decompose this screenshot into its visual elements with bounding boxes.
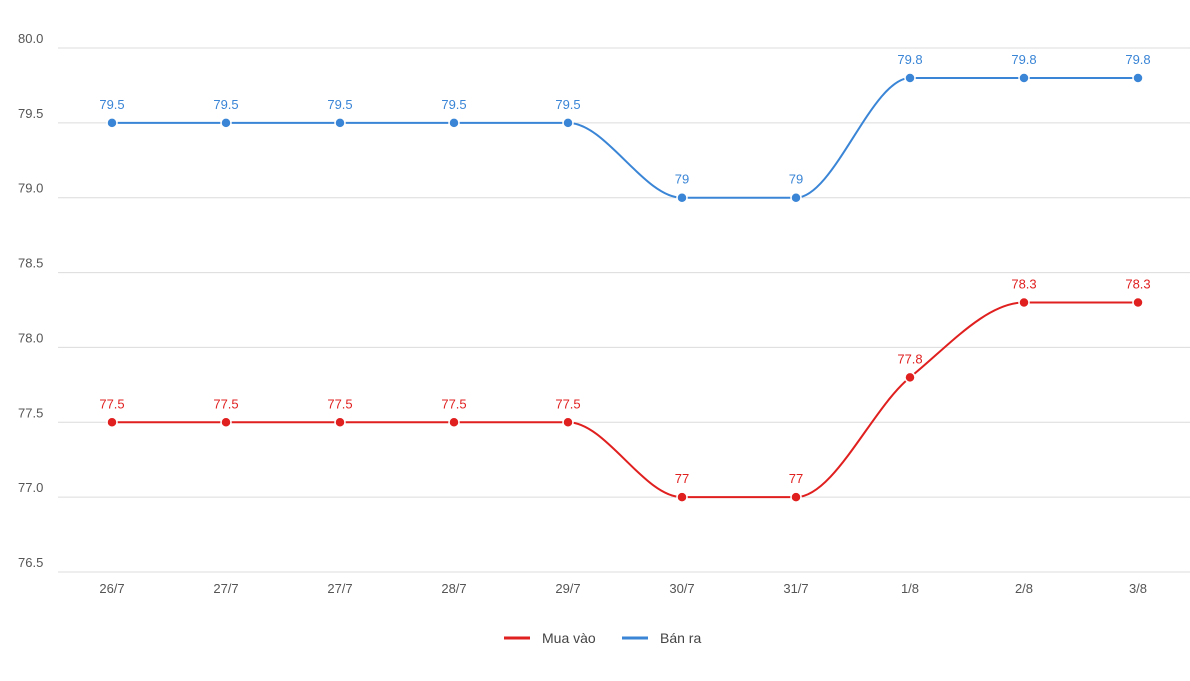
x-tick-label: 3/8 <box>1129 581 1147 596</box>
x-tick-label: 29/7 <box>555 581 580 596</box>
series-mua-vao: 77.5 77.5 77.5 77.5 77.5 77 77 77.8 78.3 78.3 <box>99 277 1151 503</box>
x-tick-label: 28/7 <box>441 581 466 596</box>
y-tick-label: 79.0 <box>18 181 43 196</box>
x-tick-label: 30/7 <box>669 581 694 596</box>
x-tick-label: 27/7 <box>327 581 352 596</box>
legend-item-ban-ra: Bán ra <box>622 630 701 646</box>
data-label-ban-ra: 79.8 <box>1125 52 1150 67</box>
data-label-ban-ra: 79.5 <box>441 97 466 112</box>
x-tick-label: 27/7 <box>213 581 238 596</box>
data-label-mua-vao: 78.3 <box>1011 277 1036 292</box>
data-label-mua-vao: 77 <box>789 471 803 486</box>
data-point-mua-vao <box>790 491 802 503</box>
legend-item-mua-vao: Mua vào <box>504 630 596 646</box>
data-point-mua-vao <box>448 416 460 429</box>
data-label-mua-vao: 77.5 <box>327 396 352 411</box>
x-tick-label: 26/7 <box>99 581 124 596</box>
y-tick-label: 78.5 <box>18 256 43 271</box>
y-tick-label: 78.0 <box>18 330 43 345</box>
y-tick-label: 79.5 <box>18 106 43 121</box>
data-point-ban-ra <box>334 117 346 129</box>
data-label-mua-vao: 78.3 <box>1125 277 1150 292</box>
x-tick-label: 31/7 <box>783 581 808 596</box>
data-point-ban-ra <box>1018 72 1030 84</box>
data-label-mua-vao: 77.8 <box>897 351 922 366</box>
y-tick-label: 77.5 <box>18 405 43 420</box>
series-line-ban-ra <box>111 76 1138 199</box>
data-point-mua-vao <box>562 416 574 429</box>
data-point-ban-ra <box>790 191 802 204</box>
series-ban-ra: 79.5 79.5 79.5 79.5 79.5 79 79 79.8 79.8 79.8 <box>99 52 1151 204</box>
y-tick-label: 77.0 <box>18 480 43 495</box>
data-label-ban-ra: 79.8 <box>897 52 922 67</box>
data-point-ban-ra <box>676 191 688 204</box>
data-point-mua-vao <box>1132 296 1144 309</box>
data-point-mua-vao <box>106 416 118 429</box>
data-label-ban-ra: 79.5 <box>327 97 352 112</box>
y-tick-label: 76.5 <box>18 555 43 570</box>
data-label-ban-ra: 79.5 <box>99 97 124 112</box>
legend-label: Mua vào <box>542 630 596 646</box>
data-point-mua-vao <box>1018 296 1030 309</box>
data-point-ban-ra <box>1132 72 1144 84</box>
data-label-mua-vao: 77.5 <box>555 396 580 411</box>
series-layer: 77.5 77.5 77.5 77.5 77.5 77 77 77.8 78.3 78.3 79.5… <box>99 52 1151 503</box>
data-point-mua-vao <box>334 416 346 429</box>
data-point-ban-ra <box>904 72 916 84</box>
data-label-mua-vao: 77 <box>675 471 689 486</box>
data-point-ban-ra <box>562 117 574 129</box>
x-axis-ticks: 26/7 27/7 27/7 28/7 29/7 30/7 31/7 1/8 2/8 3/8 <box>99 581 1147 596</box>
data-label-ban-ra: 79.8 <box>1011 52 1036 67</box>
data-label-ban-ra: 79 <box>789 172 803 187</box>
data-label-ban-ra: 79.5 <box>213 97 238 112</box>
x-tick-label: 1/8 <box>901 581 919 596</box>
series-line-mua-vao <box>112 301 1138 499</box>
data-label-mua-vao: 77.5 <box>441 396 466 411</box>
data-label-mua-vao: 77.5 <box>99 396 124 411</box>
y-tick-label: 80.0 <box>18 31 43 46</box>
data-point-ban-ra <box>448 117 460 129</box>
data-label-ban-ra: 79.5 <box>555 97 580 112</box>
legend: Mua vào Bán ra <box>504 630 701 646</box>
y-axis-ticks: 76.5 77.0 77.5 78.0 78.5 79.0 79.5 80.0 <box>18 31 43 570</box>
data-label-ban-ra: 79 <box>675 172 689 187</box>
data-point-ban-ra <box>106 117 118 129</box>
data-point-mua-vao <box>904 371 916 384</box>
data-point-mua-vao <box>220 416 232 429</box>
data-point-mua-vao <box>676 491 688 503</box>
legend-label: Bán ra <box>660 630 701 646</box>
x-tick-label: 2/8 <box>1015 581 1033 596</box>
data-point-ban-ra <box>220 117 232 129</box>
data-label-mua-vao: 77.5 <box>213 396 238 411</box>
